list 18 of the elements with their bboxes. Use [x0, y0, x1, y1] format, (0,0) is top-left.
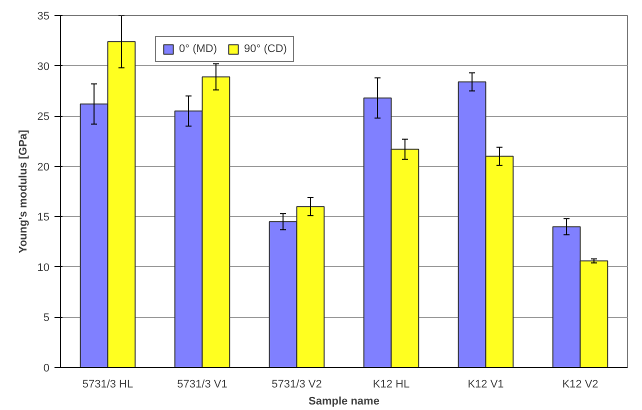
x-axis-title: Sample name	[308, 396, 380, 408]
x-tick-label: K12 V1	[468, 378, 504, 390]
y-axis-title: Young's modulus [GPa]	[17, 129, 30, 254]
y-tick-label: 35	[37, 10, 50, 22]
y-tick-label: 30	[37, 60, 50, 73]
y-tick-label: 20	[37, 161, 50, 174]
x-tick-label: K12 HL	[372, 378, 410, 390]
x-tick-label: 5731/3 V2	[272, 378, 322, 390]
x-tick-label: K12 V2	[562, 378, 598, 390]
y-tick-label: 15	[37, 212, 50, 224]
x-tick-label: 5731/3 HL	[82, 378, 134, 390]
legend-label: 90° (CD)	[244, 43, 287, 55]
y-tick-label: 25	[37, 111, 50, 124]
y-tick-label: 10	[37, 262, 50, 274]
legend-label: 0° (MD)	[179, 43, 218, 55]
y-tick-label: 0	[43, 362, 50, 374]
x-tick-label: 5731/3 V1	[177, 378, 228, 390]
y-tick-label: 5	[43, 312, 50, 324]
